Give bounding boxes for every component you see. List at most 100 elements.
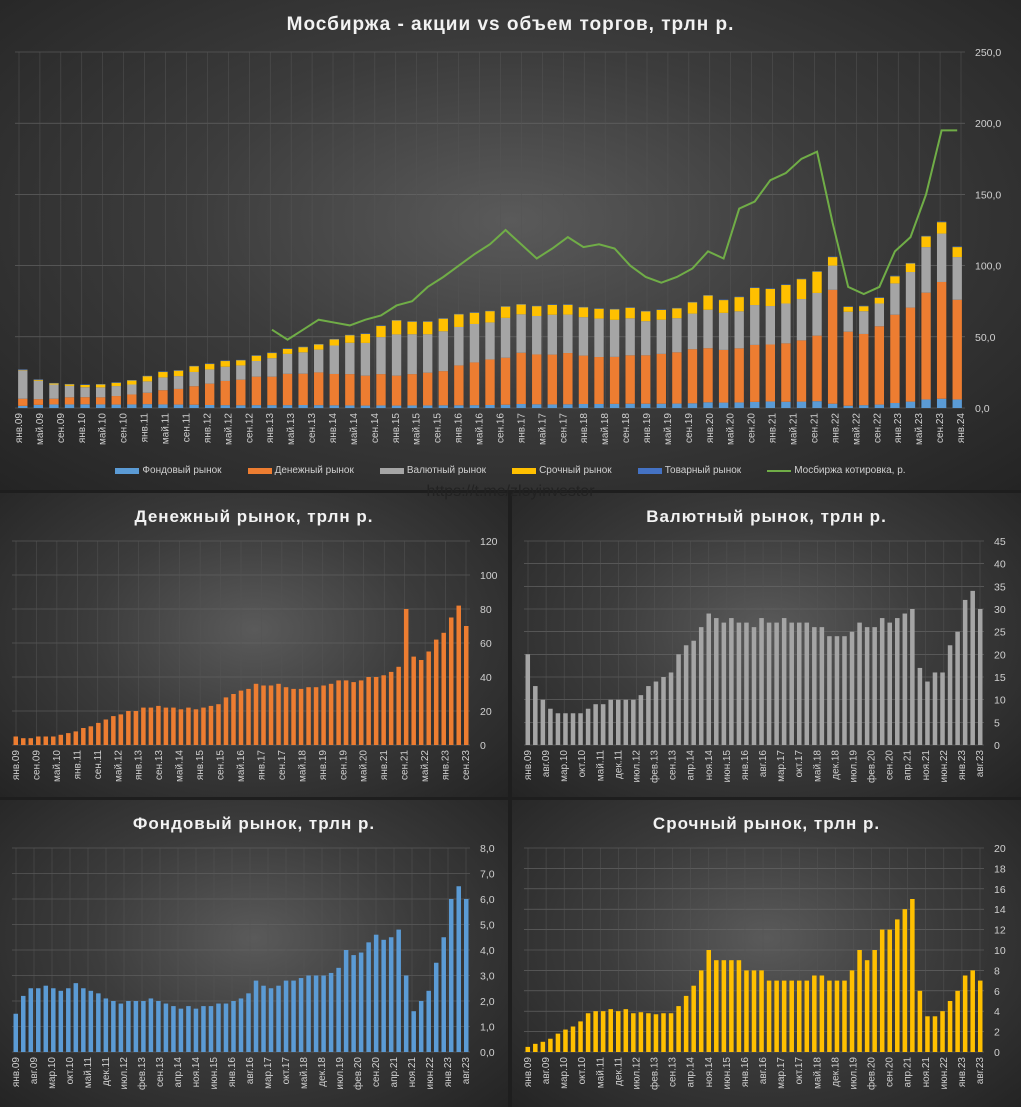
bar-deriv: [672, 308, 682, 319]
y-tick-label: 45: [994, 536, 1006, 548]
bar-money: [306, 687, 311, 745]
x-tick-label: сен.13: [668, 1057, 679, 1087]
x-tick-label: май.20: [726, 413, 737, 445]
bar-commodity: [345, 334, 355, 336]
bar-commodity: [267, 352, 277, 354]
bar-fx: [653, 681, 659, 745]
legend-swatch-money: [247, 467, 272, 474]
bar-money: [441, 632, 446, 745]
bar-deriv: [721, 960, 727, 1052]
x-tick-label: сен.10: [119, 413, 130, 443]
bar-stock: [358, 952, 364, 1052]
bar-fx: [548, 708, 553, 745]
bar-money: [500, 357, 511, 405]
x-tick-label: янв.17: [256, 750, 267, 781]
x-tick-label: мар.17: [776, 750, 787, 782]
bar-money: [205, 383, 215, 406]
bar-stock: [291, 980, 296, 1052]
y-tick-label: 100: [480, 570, 498, 582]
bar-commodity: [423, 321, 433, 322]
x-tick-label: янв.16: [454, 413, 465, 444]
bar-deriv: [827, 980, 832, 1052]
bar-fx: [578, 713, 583, 745]
bar-deriv: [751, 970, 757, 1052]
x-tick-label: ноя.14: [704, 750, 715, 781]
legend-label: Фондовый рынок: [142, 465, 222, 476]
bar-money: [49, 398, 59, 405]
x-tick-label: май.20: [359, 750, 370, 782]
bar-stock: [223, 1003, 229, 1052]
bar-deriv: [314, 344, 324, 350]
stock-market-panel: Фондовый рынок, трлн р. 0,0 1,0 2,0 3,0 4,0 5…: [0, 800, 508, 1107]
x-tick-label: сен.16: [495, 413, 506, 443]
bar-stock: [64, 404, 75, 408]
x-tick-label: июн.15: [722, 1057, 733, 1090]
bar-stock: [418, 1001, 424, 1052]
legend-item-deriv: Срочный рынок: [512, 465, 612, 476]
bar-commodity: [578, 306, 589, 308]
bar-deriv: [890, 276, 900, 284]
bar-commodity: [718, 299, 729, 301]
bar-commodity: [189, 365, 199, 367]
source-link[interactable]: https://t.me/zloyinvestor: [426, 483, 595, 500]
bar-money: [874, 326, 885, 405]
bar-fx: [18, 370, 28, 399]
bar-money: [812, 335, 822, 402]
bar-money: [148, 707, 154, 745]
bar-commodity: [500, 306, 511, 307]
x-tick-label: апр.14: [686, 750, 697, 781]
bar-stock: [189, 404, 199, 408]
bar-fx: [95, 387, 106, 398]
bar-commodity: [532, 305, 542, 307]
x-tick-label: сен.23: [461, 750, 472, 780]
bar-deriv: [64, 384, 75, 386]
bar-deriv: [623, 1009, 629, 1052]
bar-stock: [261, 985, 266, 1052]
bar-money: [314, 372, 324, 406]
bar-deriv: [500, 306, 511, 318]
bar-money: [133, 711, 139, 745]
bar-fx: [668, 672, 674, 745]
bar-commodity: [111, 382, 121, 383]
bar-deriv: [804, 980, 810, 1052]
bar-stock: [345, 405, 355, 408]
bar-stock: [411, 1011, 416, 1052]
bar-deriv: [282, 348, 293, 354]
bar-fx: [555, 713, 561, 745]
bar-money: [118, 714, 124, 745]
bar-stock: [186, 1006, 191, 1052]
bar-deriv: [49, 383, 59, 385]
bar-stock: [859, 405, 869, 408]
x-tick-label: янв.21: [379, 750, 390, 781]
bar-deriv: [653, 1014, 659, 1052]
x-tick-label: фев.20: [866, 750, 878, 783]
y-tick-label: 2,0: [480, 996, 495, 1008]
x-tick-label: фев.13: [136, 1057, 148, 1090]
bar-fx: [936, 233, 947, 282]
bar-stock: [282, 405, 293, 408]
bar-fx: [819, 627, 825, 745]
bar-fx: [890, 283, 900, 315]
bar-money: [859, 333, 869, 406]
bar-money: [672, 352, 682, 404]
bar-fx: [625, 318, 635, 356]
bar-money: [516, 352, 526, 405]
bar-commodity: [952, 246, 962, 248]
bar-commodity: [641, 310, 651, 312]
bar-deriv: [905, 263, 916, 273]
x-tick-label: май.14: [175, 750, 186, 782]
bar-commodity: [874, 297, 885, 298]
x-tick-label: июл.12: [631, 1057, 642, 1090]
bar-fx: [360, 342, 371, 376]
bar-money: [88, 726, 94, 745]
bar-fx: [656, 319, 666, 354]
x-tick-label: янв.23: [441, 750, 452, 781]
bar-deriv: [548, 1038, 553, 1052]
x-tick-label: май.13: [286, 413, 297, 445]
bar-stock: [21, 995, 26, 1052]
bar-fx: [905, 272, 916, 308]
bar-deriv: [859, 306, 869, 312]
bar-stock: [148, 998, 154, 1052]
bar-commodity: [765, 288, 775, 290]
bar-fx: [220, 366, 230, 381]
